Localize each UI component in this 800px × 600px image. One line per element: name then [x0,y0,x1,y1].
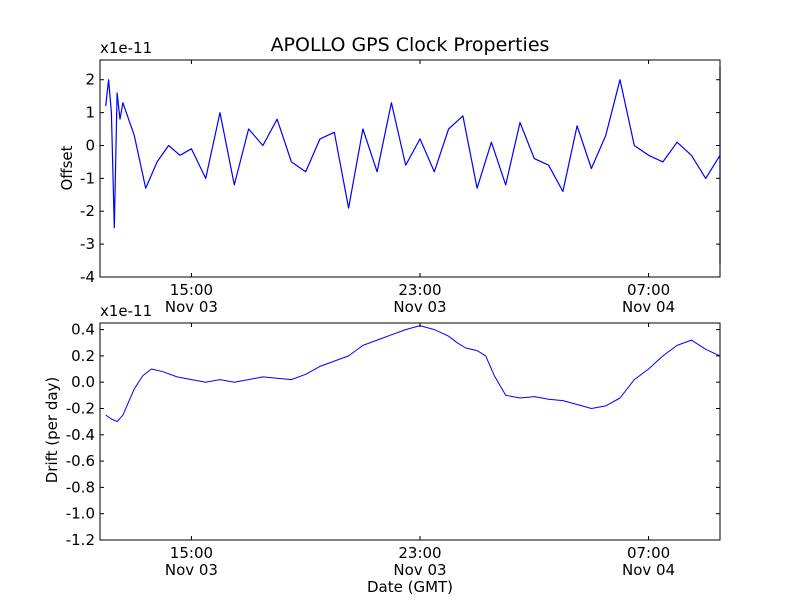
plot-frame [99,322,721,541]
x-tick-label-time: 23:00 [398,281,441,299]
y-tick-label: -0.2 [66,399,95,417]
x-axis-label: Date (GMT) [367,578,453,596]
y-tick-label: -4 [80,268,95,286]
y-tick-label: -1.2 [66,531,95,549]
y-tick-label: -1.0 [66,505,95,523]
plot-frame [99,59,721,278]
drift-panel: 0.40.20.0-0.2-0.4-0.6-0.8-1.0-1.215:00No… [66,321,721,579]
y-tick-label: -3 [80,235,95,253]
x-tick-label-time: 07:00 [627,281,670,299]
y-tick-label: -0.6 [66,452,95,470]
y-tick-label: 0.0 [71,373,95,391]
x-tick-label-date: Nov 04 [622,298,675,316]
x-tick-label-time: 15:00 [170,281,213,299]
y-tick-label: 2 [85,71,95,89]
x-tick-label-time: 23:00 [398,544,441,562]
x-tick-label-time: 15:00 [170,544,213,562]
y-tick-label: -0.8 [66,478,95,496]
top-scale-label: x1e-11 [100,39,152,57]
x-tick-label-date: Nov 03 [165,561,218,579]
y-tick-label: 1 [85,104,95,122]
chart-title: APOLLO GPS Clock Properties [271,34,550,56]
x-tick-label-date: Nov 04 [622,561,675,579]
x-tick-label-date: Nov 03 [393,298,446,316]
y-tick-label: -2 [80,202,95,220]
y-tick-label: -0.4 [66,426,95,444]
offset-series-line-0 [105,65,721,265]
y-tick-label: 0 [85,136,95,154]
top-y-axis-label: Offset [58,145,76,190]
x-tick-label-time: 07:00 [627,544,670,562]
y-tick-label: 0.4 [71,321,95,339]
y-tick-label: 0.2 [71,347,95,365]
drift-series-line-0 [105,325,721,530]
bottom-scale-label: x1e-11 [100,302,152,320]
x-tick-label-date: Nov 03 [165,298,218,316]
x-tick-label-date: Nov 03 [393,561,446,579]
y-tick-label: -1 [80,169,95,187]
bottom-y-axis-label: Drift (per day) [43,377,61,484]
